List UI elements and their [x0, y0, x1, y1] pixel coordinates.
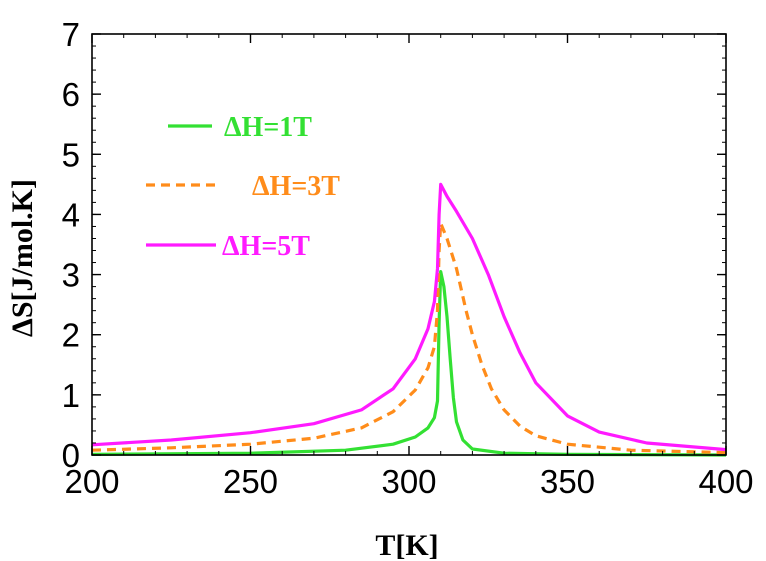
y-axis-title: ΔS[J/mol.K] — [6, 179, 39, 337]
legend: ΔH=1T ΔH=3T ΔH=5T — [146, 112, 340, 262]
plot-area — [91, 182, 727, 457]
y-tick-label: 4 — [62, 196, 80, 233]
legend-label-2: ΔH=3T — [252, 171, 340, 202]
y-tick-label: 3 — [62, 257, 80, 294]
y-tick-label: 6 — [62, 76, 80, 113]
series-line-2 — [91, 221, 727, 455]
y-tick-label: 0 — [62, 437, 80, 474]
legend-label-1: ΔH=1T — [224, 112, 312, 143]
series-line-1 — [91, 270, 727, 457]
x-tick-label: 350 — [540, 463, 595, 500]
y-tick-label: 7 — [62, 16, 80, 53]
axes: 200 250 300 350 400 0 1 2 3 4 5 6 7 — [62, 16, 754, 500]
x-tick-label: 400 — [698, 463, 753, 500]
x-tick-label: 250 — [223, 463, 278, 500]
y-tick-label: 2 — [62, 317, 80, 354]
legend-label-3: ΔH=5T — [222, 231, 310, 262]
x-axis-title: T[K] — [375, 529, 438, 561]
y-tick-label: 1 — [62, 377, 80, 414]
x-tick-label: 300 — [381, 463, 436, 500]
y-tick-label: 5 — [62, 136, 80, 173]
x-tick-label: 200 — [64, 463, 119, 500]
series-line-3 — [91, 182, 727, 452]
